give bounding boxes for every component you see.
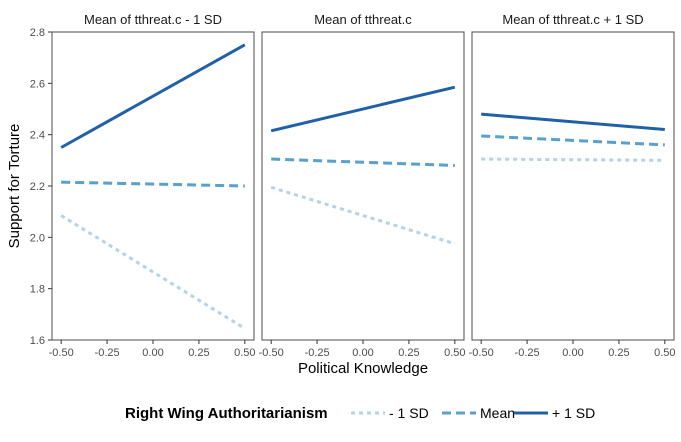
panel-strip xyxy=(262,8,464,31)
x-tick-label: -0.50 xyxy=(469,347,494,359)
x-tick-label: 0.00 xyxy=(562,347,583,359)
x-tick-label: -0.50 xyxy=(49,347,74,359)
legend-label: + 1 SD xyxy=(552,405,595,421)
series-line xyxy=(271,157,455,167)
panel-title: Mean of tthreat.c xyxy=(314,12,412,27)
y-tick-label: 1.6 xyxy=(30,335,45,347)
panel-strip xyxy=(52,8,254,31)
x-axis-label: Political Knowledge xyxy=(298,360,428,377)
series-line xyxy=(270,85,456,133)
panel-2: Mean of tthreat.c -0.50 -0.25 0.00 0.25 0.50 xyxy=(259,8,466,359)
y-tick-label: 2.6 xyxy=(30,78,45,90)
panel-title: Mean of tthreat.c + 1 SD xyxy=(502,12,643,27)
legend-label: Mean xyxy=(480,405,515,421)
x-tick-label: 0.25 xyxy=(398,347,419,359)
legend-label: - 1 SD xyxy=(389,405,429,421)
y-axis-label: Support for Torture xyxy=(6,124,23,249)
panel-1: Mean of tthreat.c - 1 SD -0.50 -0.25 0.00 0.… xyxy=(49,8,256,359)
panel-title: Mean of tthreat.c - 1 SD xyxy=(84,12,222,27)
panel-strip xyxy=(472,8,674,31)
x-tick-label: 0.50 xyxy=(654,347,675,359)
panel-3: Mean of tthreat.c + 1 SD -0.50 -0.25 0.00 0.… xyxy=(469,8,676,359)
y-tick-label: 2.0 xyxy=(30,232,45,244)
x-tick-label: 0.00 xyxy=(352,347,373,359)
legend: Right Wing Authoritarianism - 1 SD Mean + 1… xyxy=(125,405,595,422)
x-tick-label: 0.25 xyxy=(608,347,629,359)
x-tick-label: -0.25 xyxy=(305,347,330,359)
series-line xyxy=(270,185,456,246)
series-line xyxy=(60,214,246,330)
y-tick-label: 1.8 xyxy=(30,284,45,296)
legend-title: Right Wing Authoritarianism xyxy=(125,405,328,422)
series-line xyxy=(60,43,246,149)
series-line xyxy=(481,134,665,147)
y-tick-label: 2.4 xyxy=(30,130,45,142)
y-tick-label: 2.2 xyxy=(30,181,45,193)
panel-frame xyxy=(261,31,465,341)
y-tick-label: 2.8 xyxy=(30,27,45,39)
panel-frame xyxy=(471,31,675,341)
x-tick-label: 0.25 xyxy=(188,347,209,359)
x-tick-label: -0.25 xyxy=(95,347,120,359)
x-tick-label: 0.00 xyxy=(142,347,163,359)
x-tick-label: -0.25 xyxy=(515,347,540,359)
x-tick-label: 0.50 xyxy=(234,347,255,359)
x-tick-label: 0.50 xyxy=(444,347,465,359)
x-tick-label: -0.50 xyxy=(259,347,284,359)
series-line xyxy=(481,157,665,162)
series-line xyxy=(481,112,665,132)
chart-panels: 1.6 1.8 2.0 2.2 2.4 2.6 2.8 Mean of tthreat.c -… xyxy=(30,8,676,359)
series-line xyxy=(61,180,245,188)
